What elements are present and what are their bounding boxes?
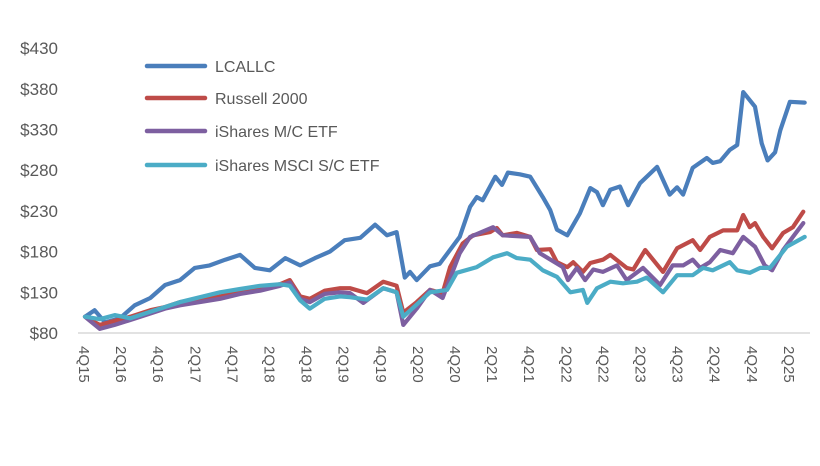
series-line-2: [82, 221, 806, 331]
x-tick-label: 4Q21: [520, 346, 537, 383]
x-tick-label: 4Q18: [298, 346, 315, 383]
x-tick-label: 4Q16: [149, 346, 166, 383]
x-tick-label: 4Q22: [594, 346, 611, 383]
legend-label: LCALLC: [215, 59, 275, 76]
x-tick-label: 2Q21: [483, 346, 500, 383]
legend-label: iShares MSCI S/C ETF: [215, 158, 380, 175]
x-axis-ticks: 4Q15 2Q16 4Q16 2Q17 4Q17 2Q18 4Q18 2Q19 4Q19 2Q20…: [75, 346, 797, 383]
x-tick-label: 2Q20: [409, 346, 426, 383]
legend-label: Russell 2000: [215, 91, 308, 108]
y-tick-label: $130: [20, 283, 58, 302]
x-tick-label: 4Q24: [743, 346, 760, 383]
x-tick-label: 2Q18: [261, 346, 278, 383]
x-tick-label: 2Q25: [780, 346, 797, 383]
x-tick-label: 2Q19: [335, 346, 352, 383]
x-tick-label: 4Q23: [669, 346, 686, 383]
legend-label: iShares M/C ETF: [215, 124, 338, 141]
y-tick-label: $80: [30, 324, 58, 343]
y-tick-label: $430: [20, 39, 58, 58]
series-lines: [82, 90, 807, 331]
y-tick-label: $180: [20, 243, 58, 262]
y-tick-label: $330: [20, 121, 58, 140]
series-line-3: [82, 234, 807, 322]
series-line-0: [82, 90, 807, 325]
y-tick-label: $230: [20, 202, 58, 221]
x-tick-label: 2Q24: [706, 346, 723, 383]
x-tick-label: 4Q17: [223, 346, 240, 383]
y-tick-label: $380: [20, 80, 58, 99]
x-tick-label: 4Q15: [75, 346, 92, 383]
x-tick-label: 2Q17: [186, 346, 203, 383]
x-tick-label: 4Q20: [446, 346, 463, 383]
y-axis-ticks: $80 $130 $180 $230 $280 $330 $380 $430: [20, 39, 58, 343]
x-tick-label: 4Q19: [372, 346, 389, 383]
x-tick-label: 2Q22: [557, 346, 574, 383]
legend: LCALLC Russell 2000 iShares M/C ETF iShares…: [144, 59, 380, 175]
x-tick-label: 2Q23: [632, 346, 649, 383]
y-tick-label: $280: [20, 161, 58, 180]
x-tick-label: 2Q16: [112, 346, 129, 383]
